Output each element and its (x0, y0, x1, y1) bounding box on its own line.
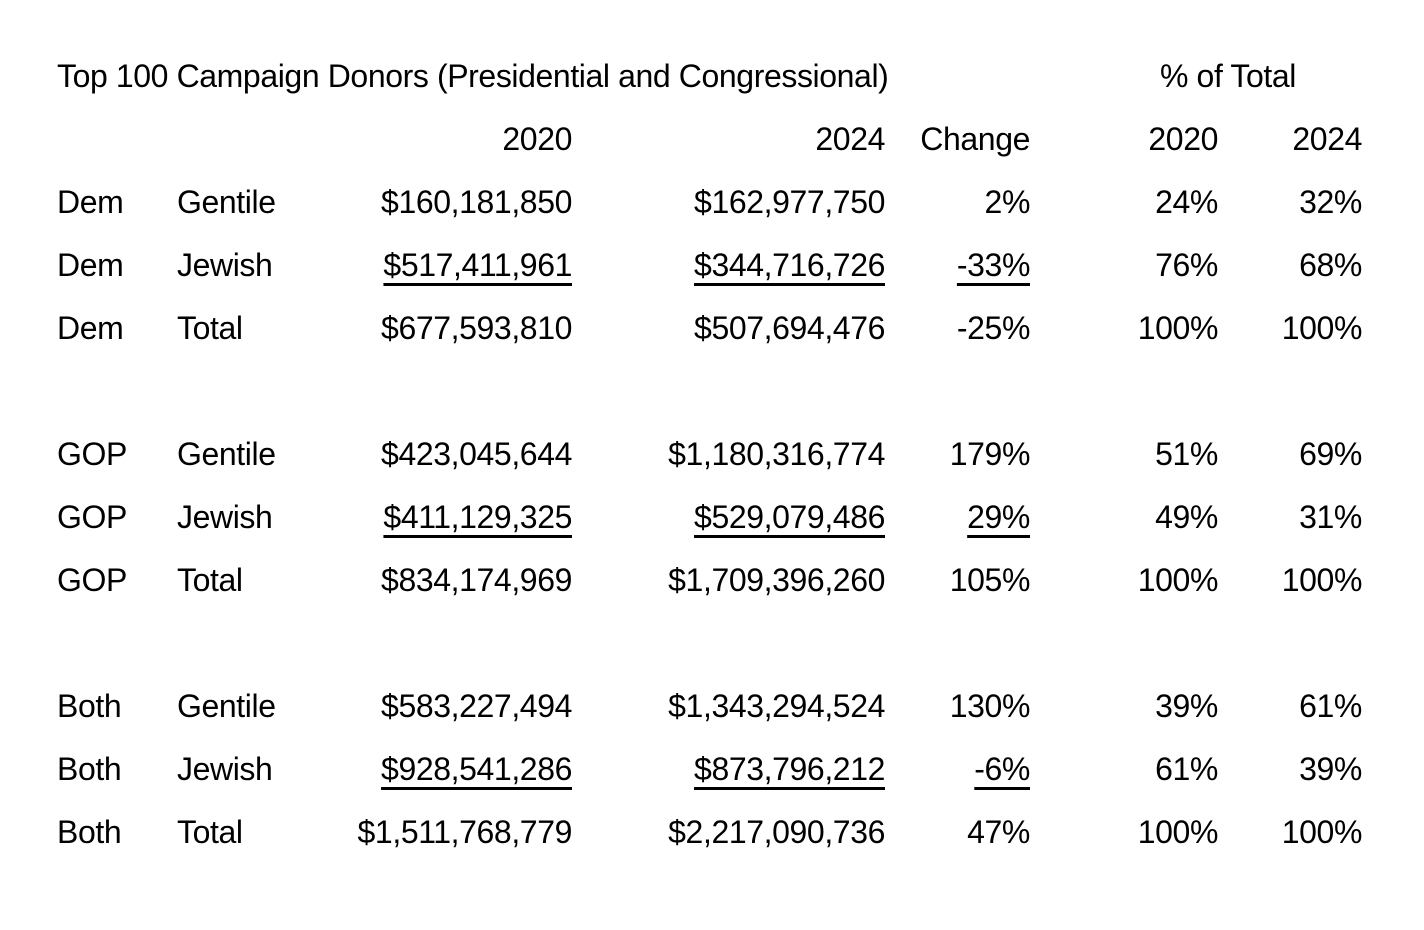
table-row-gop-total: GOP Total $834,174,969 $1,709,396,260 10… (57, 549, 1424, 612)
cell-party: GOP (57, 499, 127, 535)
cell-pct-2024: 39% (1299, 751, 1362, 787)
cell-group: Total (177, 562, 243, 598)
cell-amount-2020: $160,181,850 (381, 184, 572, 220)
cell-amount-2020: $517,411,961 (383, 247, 572, 283)
cell-group: Jewish (177, 247, 273, 283)
cell-party: Both (57, 688, 122, 724)
table-row-gop-jewish: GOP Jewish $411,129,325 $529,079,486 29%… (57, 486, 1424, 549)
cell-pct-2024: 100% (1281, 814, 1363, 850)
cell-pct-2020: 76% (1155, 247, 1218, 283)
cell-amount-2024: $344,716,726 (694, 247, 885, 283)
cell-pct-2020: 51% (1155, 436, 1218, 472)
cell-party: Both (57, 814, 122, 850)
cell-party: Dem (57, 310, 124, 346)
cell-amount-2024: $1,180,316,774 (668, 436, 885, 472)
cell-amount-2020: $834,174,969 (381, 562, 572, 598)
cell-change: 105% (949, 562, 1031, 598)
cell-party: Both (57, 751, 122, 787)
cell-change: 130% (949, 688, 1031, 724)
cell-amount-2020: $423,045,644 (381, 436, 572, 472)
cell-party: GOP (57, 436, 127, 472)
cell-group: Total (177, 814, 243, 850)
cell-change: -25% (956, 310, 1031, 346)
cell-group: Jewish (177, 751, 273, 787)
table-row-dem-total: Dem Total $677,593,810 $507,694,476 -25%… (57, 297, 1424, 360)
cell-pct-2024: 61% (1299, 688, 1362, 724)
column-header-pct-2024: 2024 (1292, 121, 1362, 157)
column-header-2020: 2020 (502, 121, 572, 157)
cell-change: -33% (956, 247, 1031, 283)
cell-amount-2024: $529,079,486 (694, 499, 885, 535)
cell-party: Dem (57, 247, 124, 283)
cell-amount-2020: $677,593,810 (381, 310, 572, 346)
cell-amount-2024: $1,343,294,524 (668, 688, 885, 724)
column-header-2024: 2024 (815, 121, 885, 157)
cell-pct-2024: 68% (1299, 247, 1362, 283)
table-row-both-jewish: Both Jewish $928,541,286 $873,796,212 -6… (57, 738, 1424, 801)
group-spacer (57, 360, 1424, 423)
column-header-row: 2020 2024 Change 2020 2024 (57, 108, 1424, 171)
cell-group: Total (177, 310, 243, 346)
cell-group: Jewish (177, 499, 273, 535)
cell-change: -6% (974, 751, 1030, 787)
cell-pct-2020: 24% (1155, 184, 1218, 220)
table-row-both-gentile: Both Gentile $583,227,494 $1,343,294,524… (57, 675, 1424, 738)
cell-pct-2024: 31% (1299, 499, 1362, 535)
cell-amount-2024: $507,694,476 (694, 310, 885, 346)
table-row-both-total: Both Total $1,511,768,779 $2,217,090,736… (57, 801, 1424, 864)
cell-amount-2024: $873,796,212 (694, 751, 885, 787)
table-row-dem-jewish: Dem Jewish $517,411,961 $344,716,726 -33… (57, 234, 1424, 297)
cell-change: 2% (984, 184, 1031, 220)
cell-party: GOP (57, 562, 127, 598)
cell-change: 179% (949, 436, 1031, 472)
cell-group: Gentile (177, 436, 276, 472)
cell-group: Gentile (177, 688, 276, 724)
cell-amount-2020: $411,129,325 (383, 499, 572, 535)
cell-pct-2024: 100% (1281, 562, 1363, 598)
cell-pct-2020: 49% (1155, 499, 1218, 535)
table-row-gop-gentile: GOP Gentile $423,045,644 $1,180,316,774 … (57, 423, 1424, 486)
cell-amount-2024: $2,217,090,736 (668, 814, 885, 850)
cell-change: 29% (967, 499, 1030, 535)
cell-pct-2024: 69% (1299, 436, 1362, 472)
pct-of-total-header: % of Total (1160, 57, 1296, 94)
cell-amount-2024: $162,977,750 (694, 184, 885, 220)
cell-pct-2020: 61% (1155, 751, 1218, 787)
column-header-pct-2020: 2020 (1148, 121, 1218, 157)
table-row-dem-gentile: Dem Gentile $160,181,850 $162,977,750 2%… (57, 171, 1424, 234)
cell-party: Dem (57, 184, 124, 220)
cell-pct-2024: 100% (1281, 310, 1363, 346)
cell-group: Gentile (177, 184, 276, 220)
cell-pct-2024: 32% (1299, 184, 1362, 220)
title-row: Top 100 Campaign Donors (Presidential an… (57, 44, 1424, 108)
cell-pct-2020: 100% (1137, 562, 1219, 598)
table-title: Top 100 Campaign Donors (Presidential an… (57, 57, 889, 94)
cell-amount-2020: $583,227,494 (381, 688, 572, 724)
column-header-change: Change (920, 121, 1030, 157)
cell-amount-2020: $928,541,286 (381, 751, 572, 787)
cell-amount-2024: $1,709,396,260 (668, 562, 885, 598)
cell-pct-2020: 100% (1137, 310, 1219, 346)
cell-pct-2020: 100% (1137, 814, 1219, 850)
group-spacer (57, 612, 1424, 675)
cell-pct-2020: 39% (1155, 688, 1218, 724)
cell-change: 47% (967, 814, 1030, 850)
cell-amount-2020: $1,511,768,779 (357, 814, 573, 850)
